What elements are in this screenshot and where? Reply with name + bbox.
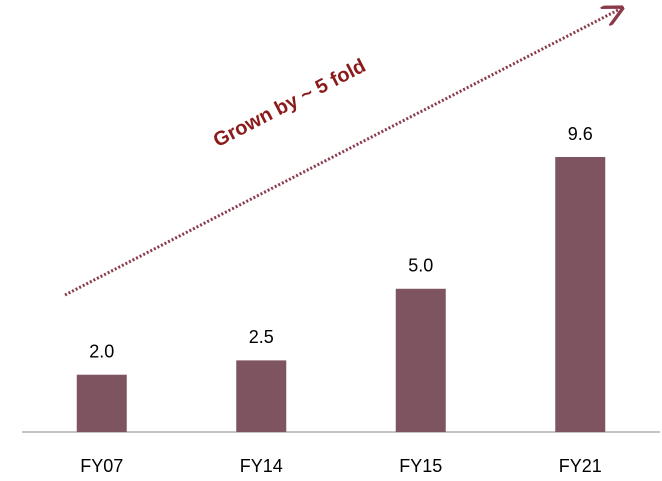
x-tick-label: FY07 xyxy=(80,456,123,476)
x-tick-label: FY14 xyxy=(240,456,283,476)
bar xyxy=(555,157,606,432)
annotation: Grown by ~ 5 fold xyxy=(210,55,370,152)
bar xyxy=(76,374,127,432)
trend-arrow xyxy=(64,9,620,297)
bar xyxy=(236,360,287,432)
value-label: 2.5 xyxy=(249,327,274,347)
x-tick-label: FY15 xyxy=(399,456,442,476)
value-label: 5.0 xyxy=(408,256,433,276)
x-tick-label: FY21 xyxy=(559,456,602,476)
bar xyxy=(395,288,446,432)
value-label: 2.0 xyxy=(89,341,114,361)
value-label: 9.6 xyxy=(568,124,593,144)
